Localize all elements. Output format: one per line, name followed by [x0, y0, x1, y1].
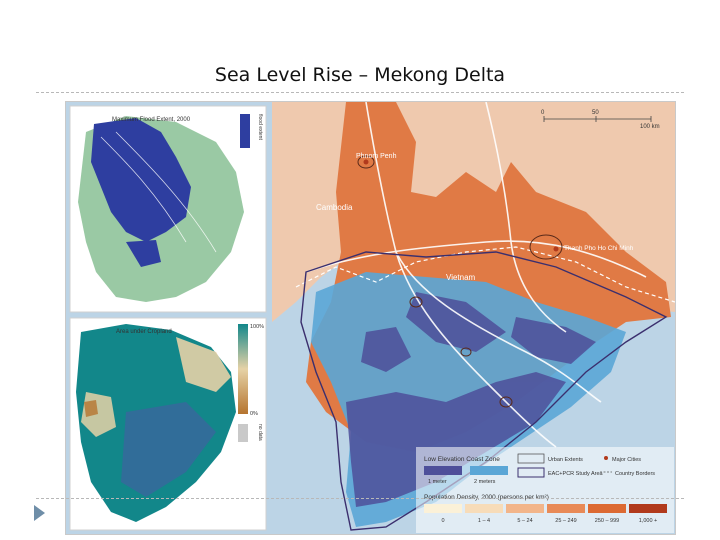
- legend-swatch-study: [517, 467, 545, 478]
- scale-zero: 0: [541, 110, 545, 116]
- label-vietnam: Vietnam: [446, 273, 476, 282]
- map-legend: Low Elevation Coast Zone 1 meter 2 meter…: [416, 447, 674, 533]
- legend-swatch-2m: [470, 466, 508, 475]
- inset-crop-map: Area under Cropland 100% 0% no data: [69, 317, 267, 531]
- footer-divider: [36, 498, 684, 499]
- legend-1m: 1 meter: [428, 479, 447, 485]
- label-phnom-penh: Phnom Penh: [356, 153, 397, 160]
- crop-legend-ramp: [238, 324, 248, 414]
- crop-legend-nodata: no data: [257, 424, 263, 441]
- density-swatch-3: [547, 504, 585, 513]
- crop-inset-title: Area under Cropland: [116, 329, 172, 335]
- scale-mid: 50: [592, 110, 599, 116]
- legend-density-title: Population Density, 2000 (persons per km…: [424, 494, 549, 501]
- slide-bullet-icon: [34, 505, 45, 521]
- density-labels: 0 1 – 4 5 – 24 25 – 249 250 – 999 1,000 +: [441, 518, 657, 524]
- density-swatch-4: [588, 504, 626, 513]
- flood-inset-title: Maximum Flood Extent, 2000: [112, 117, 191, 123]
- inset-flood-map: Maximum Flood Extent, 2000 flood extent: [69, 105, 267, 313]
- density-label-2: 5 – 24: [517, 518, 532, 524]
- country-border: [295, 246, 675, 303]
- legend-2m: 2 meters: [474, 479, 496, 485]
- flood-legend-label: flood extent: [257, 114, 263, 140]
- urban-extents: [357, 155, 563, 408]
- density-label-0: 0: [441, 518, 444, 524]
- map-figure: Phnom Penh Cambodia Vietnam Thanh Pho Ho…: [65, 101, 676, 535]
- legend-major-cities: Major Cities: [612, 457, 641, 463]
- scale-bar: 0 50 100 km: [541, 110, 660, 130]
- legend-study-area: EAC+PCR Study Area: [548, 471, 604, 477]
- density-label-1: 1 – 4: [478, 518, 490, 524]
- crop-legend-nodata-swatch: [238, 424, 248, 442]
- rivers: [305, 102, 647, 448]
- map-canvas: Phnom Penh Cambodia Vietnam Thanh Pho Ho…: [69, 102, 675, 534]
- scale-max: 100 km: [640, 124, 660, 130]
- legend-swatch-1m: [424, 466, 462, 475]
- density-label-5: 1,000 +: [639, 518, 658, 524]
- legend-lecz-title: Low Elevation Coast Zone: [424, 456, 500, 463]
- major-cities: [363, 159, 559, 252]
- density-swatch-5: [629, 504, 667, 513]
- density-swatch-2: [506, 504, 544, 513]
- density-swatch-0: [424, 504, 462, 513]
- density-swatch-1: [465, 504, 503, 513]
- crop-legend-bottom: 0%: [250, 411, 258, 417]
- flood-legend-swatch: [240, 114, 250, 148]
- study-area-outline: [300, 251, 668, 531]
- label-cambodia: Cambodia: [316, 203, 353, 212]
- density-label-4: 250 – 999: [595, 518, 619, 524]
- label-ho-chi-minh: Thanh Pho Ho Chi Minh: [564, 245, 634, 252]
- main-map: Phnom Penh Cambodia Vietnam Thanh Pho Ho…: [272, 102, 675, 534]
- density-swatches: [424, 504, 667, 513]
- legend-swatch-urban: [517, 453, 545, 464]
- legend-urban: Urban Extents: [548, 457, 583, 463]
- legend-swatch-city: [604, 456, 608, 460]
- title-divider: [36, 92, 684, 93]
- slide-title: Sea Level Rise – Mekong Delta: [214, 64, 506, 86]
- legend-country-borders: Country Borders: [615, 471, 655, 477]
- density-label-3: 25 – 249: [555, 518, 576, 524]
- crop-legend-top: 100%: [250, 324, 264, 330]
